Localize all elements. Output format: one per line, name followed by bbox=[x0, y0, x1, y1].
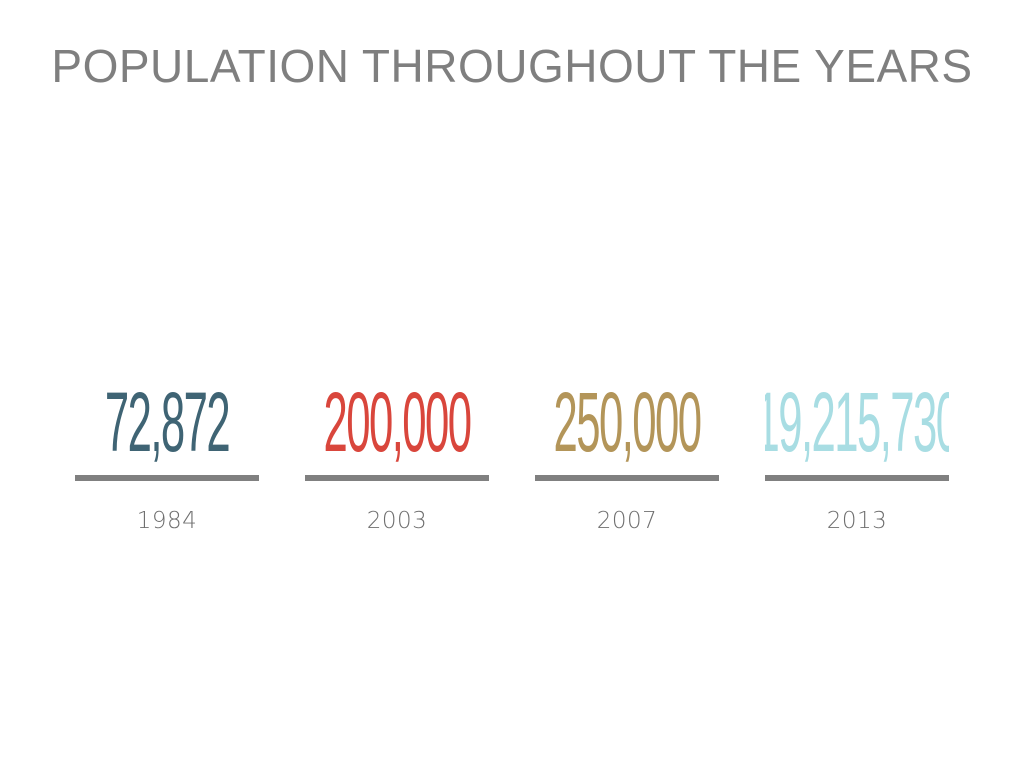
stat-1984: 72,872 1984 bbox=[75, 380, 259, 550]
divider-line bbox=[75, 475, 259, 481]
population-value: 72,872 bbox=[104, 380, 231, 466]
divider-line bbox=[305, 475, 489, 481]
divider-line bbox=[765, 475, 949, 481]
year-label: 2007 bbox=[596, 508, 658, 534]
stat-2013: 19,215,730 2013 bbox=[765, 380, 949, 550]
stat-2007: 250,000 2007 bbox=[535, 380, 719, 550]
year-label: 2013 bbox=[826, 508, 888, 534]
population-value: 200,000 bbox=[323, 380, 473, 466]
population-stats: 72,872 1984 200,000 2003 250,000 2007 19… bbox=[75, 380, 949, 550]
population-value: 250,000 bbox=[553, 380, 703, 466]
stat-2003: 200,000 2003 bbox=[305, 380, 489, 550]
year-label: 2003 bbox=[366, 508, 428, 534]
year-label: 1984 bbox=[136, 508, 198, 534]
population-value: 19,215,730 bbox=[765, 380, 949, 466]
slide-title: POPULATION THROUGHOUT THE YEARS bbox=[51, 40, 973, 92]
divider-line bbox=[535, 475, 719, 481]
